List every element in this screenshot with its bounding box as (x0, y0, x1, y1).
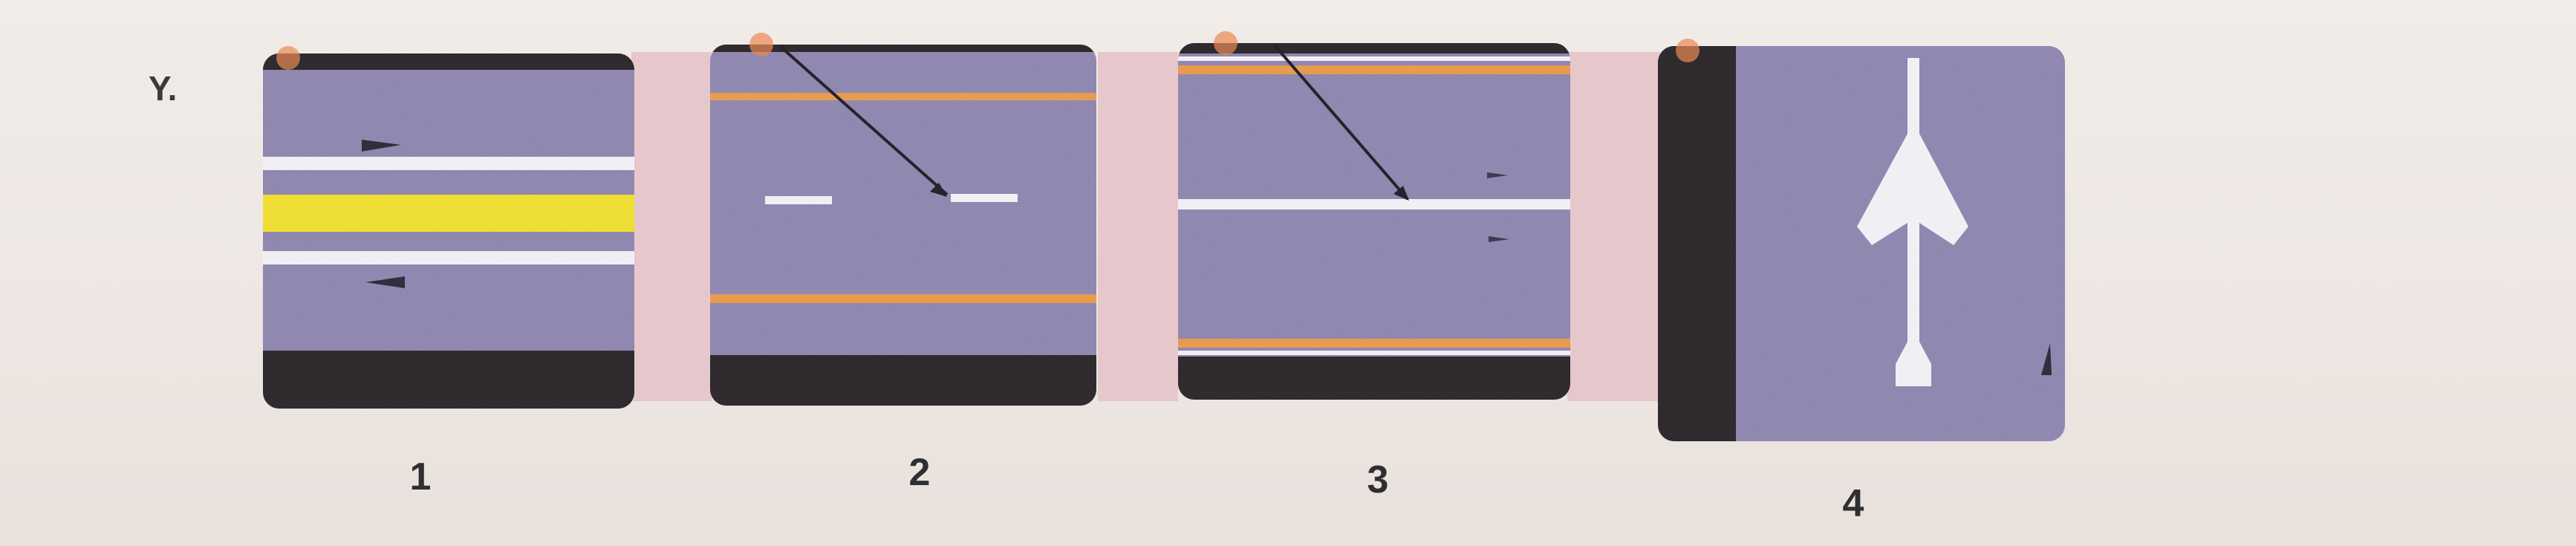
panel-2-corner-dot (749, 33, 773, 56)
panel-2-orange-line-top (710, 93, 1096, 100)
panel-1-white-line-top (263, 157, 634, 170)
panel-2-pointer-arrow (778, 45, 949, 196)
panel-3-corner-dot (1214, 31, 1237, 55)
gap-2-3 (1098, 52, 1178, 401)
panel-3-pointer-arrow (1272, 43, 1409, 201)
panel-4-lane-arrow (1857, 58, 1968, 386)
panel-3-small-mark-2 (1489, 236, 1509, 242)
panel-1-corner-dot (276, 46, 300, 70)
panel-4-corner-dot (1676, 39, 1700, 62)
question-label: Y. (149, 69, 178, 108)
panel-1-arrow-left (365, 276, 405, 288)
panel-3-small-mark-1 (1487, 172, 1508, 178)
gap-1-2 (631, 52, 712, 401)
panel-3-number: 3 (1367, 458, 1389, 501)
panel-1-arrow-right (362, 140, 401, 152)
panel-3-pointer-arrowhead (1393, 186, 1409, 201)
panel-3-orange-line-bottom (1178, 339, 1570, 348)
panel-1-road (263, 53, 634, 409)
panel-1-white-line-bottom (263, 251, 634, 264)
panel-1-number: 1 (409, 455, 432, 498)
panel-2-number: 2 (908, 451, 931, 494)
panel-3-white-line-top (1178, 56, 1570, 61)
gap-3-4 (1567, 52, 1660, 401)
panel-2-pointer-arrowhead (930, 183, 947, 197)
panel-2-dash-2 (951, 194, 1018, 202)
panel-2-road (710, 45, 1096, 406)
panel-3-center-line (1178, 199, 1570, 209)
panel-1-yellow-center (263, 195, 634, 232)
panel-2-orange-line-bottom (710, 294, 1096, 303)
panel-3-orange-line-top (1178, 65, 1570, 74)
panel-2-dash-1 (765, 196, 832, 204)
panel-3-road (1178, 43, 1570, 400)
panel-4-small-mark (2041, 343, 2052, 375)
panel-3-white-line-bottom (1178, 351, 1570, 355)
panel-4-road (1658, 46, 2065, 441)
panel-4-dark-curb (1658, 46, 1736, 441)
panel-4-number: 4 (1842, 482, 1864, 525)
